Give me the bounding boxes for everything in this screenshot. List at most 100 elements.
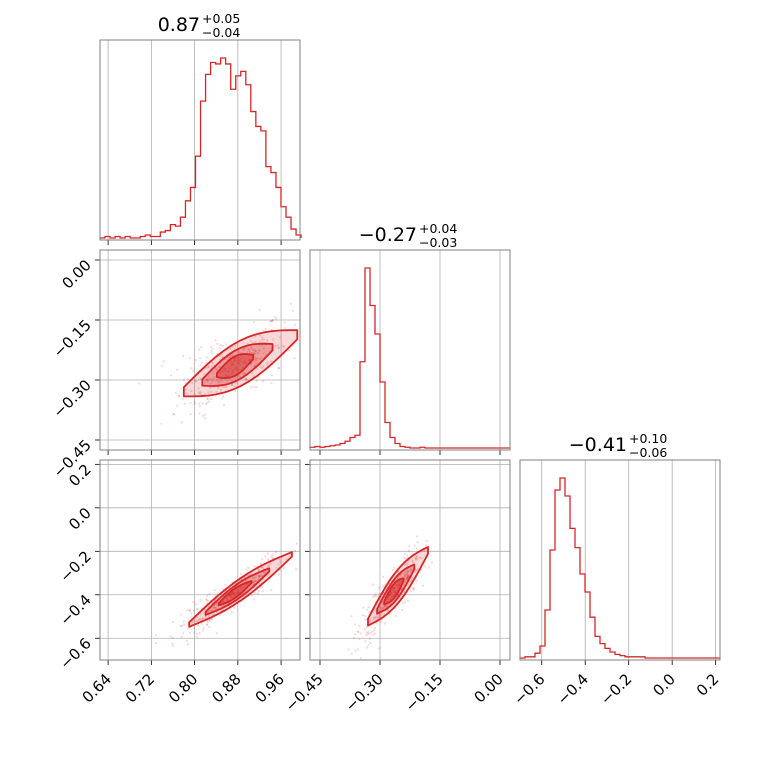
scatter-point	[270, 555, 273, 558]
scatter-point	[207, 375, 210, 378]
scatter-point	[250, 594, 253, 597]
scatter-point	[262, 347, 266, 350]
scatter-point	[405, 576, 409, 579]
x-tick-label: 0.00	[470, 670, 506, 706]
scatter-point	[206, 594, 209, 597]
histogram-bin	[535, 653, 540, 658]
scatter-point	[365, 631, 368, 634]
scatter-point	[199, 377, 202, 380]
title-param-1-minus: −0.03	[419, 235, 457, 250]
scatter-point	[198, 392, 202, 395]
scatter-point	[205, 623, 208, 626]
scatter-point	[211, 347, 214, 351]
histogram-bin	[340, 444, 345, 449]
histogram-bin	[231, 89, 236, 238]
scatter-point	[254, 349, 257, 352]
title-param-0-plus: +0.05	[202, 11, 240, 26]
histogram-bin	[206, 74, 211, 238]
scatter-point	[216, 379, 220, 382]
scatter-point	[258, 358, 261, 361]
scatter-point	[365, 633, 368, 637]
scatter-point	[213, 370, 216, 373]
scatter-point	[194, 402, 197, 405]
scatter-point	[234, 377, 237, 380]
scatter-point	[257, 568, 260, 571]
scatter-point	[277, 346, 280, 349]
scatter-point	[215, 603, 218, 606]
scatter-point	[415, 547, 418, 550]
histogram-bin	[160, 232, 165, 238]
scatter-point	[347, 648, 350, 651]
scatter-point	[261, 585, 264, 589]
scatter-point	[368, 618, 372, 622]
scatter-point	[190, 612, 193, 615]
scatter-point	[358, 638, 361, 641]
scatter-point	[402, 601, 405, 605]
density-contour	[216, 353, 255, 379]
scatter-point	[257, 352, 260, 355]
scatter-point	[270, 373, 274, 377]
scatter-point	[246, 574, 249, 578]
scatter-point	[253, 580, 256, 583]
scatter-point	[378, 614, 381, 617]
scatter-point	[258, 574, 262, 578]
histogram-bin	[540, 646, 545, 658]
scatter-point	[253, 579, 256, 582]
scatter-point	[223, 385, 227, 388]
scatter-point	[230, 383, 234, 386]
scatter-point	[182, 620, 185, 623]
scatter-point	[379, 620, 382, 624]
scatter-point	[406, 570, 410, 573]
histogram-bin	[175, 226, 180, 238]
y-gridlines	[100, 259, 300, 441]
scatter-point	[358, 624, 361, 627]
scatter-point	[219, 343, 222, 347]
y-tick-label: −0.6	[56, 634, 94, 672]
scatter-point	[393, 566, 396, 569]
scatter-point	[407, 575, 410, 578]
scatter-point	[401, 608, 404, 612]
scatter-point	[233, 385, 236, 388]
scatter-point	[249, 573, 252, 576]
y-tick-label: −0.2	[56, 547, 94, 585]
scatter-point	[253, 352, 256, 355]
histogram-bin	[211, 62, 216, 238]
scatter-point	[243, 347, 246, 351]
histogram-bin	[385, 423, 390, 449]
scatter-point	[415, 580, 418, 583]
scatter-point	[221, 355, 224, 358]
scatter-point	[193, 393, 196, 396]
scatter-point	[182, 378, 186, 382]
scatter-point	[254, 356, 257, 359]
scatter-point	[260, 344, 263, 347]
scatter-point	[206, 401, 209, 405]
scatter-point	[221, 380, 224, 384]
scatter-point	[248, 350, 251, 353]
scatter-point	[169, 635, 172, 638]
scatter-point	[418, 556, 421, 559]
scatter-point	[381, 602, 384, 605]
scatter-point	[198, 405, 202, 408]
scatter-point	[199, 599, 202, 602]
scatter-point	[258, 340, 262, 343]
scatter-point	[414, 558, 418, 561]
histogram-bin	[580, 574, 585, 658]
scatter-point	[380, 606, 384, 610]
scatter-point	[209, 382, 213, 386]
scatter-point	[188, 608, 191, 611]
panel-frame	[99, 249, 301, 451]
scatter-point	[221, 385, 225, 388]
scatter-point	[295, 568, 298, 571]
scatter-point	[201, 617, 204, 620]
scatter-point	[257, 574, 261, 577]
scatter-point	[368, 637, 371, 640]
scatter-point	[180, 635, 183, 638]
x-tick-label: −0.45	[282, 670, 327, 715]
scatter-point	[231, 354, 234, 357]
scatter-point	[188, 609, 191, 613]
scatter-point	[252, 581, 255, 584]
scatter-point	[191, 621, 195, 624]
scatter-point	[270, 589, 273, 592]
histogram-bin	[545, 610, 550, 658]
scatter-point	[201, 617, 204, 620]
